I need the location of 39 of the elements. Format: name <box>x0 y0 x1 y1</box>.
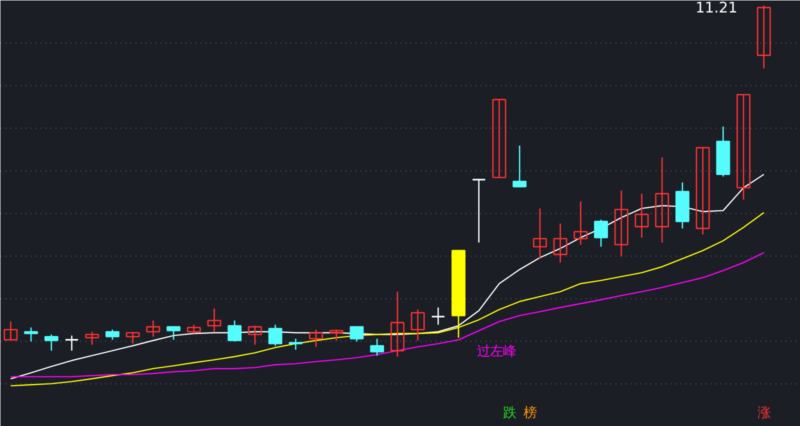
candlestick <box>166 326 180 340</box>
candlestick <box>410 308 425 342</box>
candlestick <box>370 338 384 356</box>
candlestick <box>350 326 364 342</box>
candlestick <box>553 222 568 264</box>
candlestick <box>614 190 628 258</box>
candlestick <box>655 156 670 244</box>
text: 涨 <box>757 406 770 421</box>
candlestick <box>106 328 120 340</box>
candlestick <box>309 328 323 348</box>
candlestick <box>126 332 140 344</box>
candlestick <box>248 325 262 346</box>
candlestick <box>4 320 18 342</box>
candlestick <box>431 306 446 326</box>
candlestick <box>492 98 506 178</box>
candlestick <box>634 193 649 238</box>
candlestick <box>329 328 344 342</box>
candlestick <box>64 334 79 352</box>
candlestick <box>207 308 222 332</box>
text: 跌 <box>502 406 516 421</box>
candlestick <box>696 147 710 236</box>
candlestick <box>756 4 771 69</box>
candlestick <box>146 320 160 338</box>
candlestick <box>594 219 608 248</box>
candlestick <box>390 291 404 358</box>
text: 榜 <box>523 406 536 421</box>
candlestick <box>574 200 588 246</box>
candlestick <box>228 320 242 342</box>
candlestick <box>85 331 100 346</box>
candlestick <box>268 324 282 346</box>
annotation: 11.21 <box>695 0 738 17</box>
candlestick <box>288 338 303 350</box>
candlestick <box>472 178 486 244</box>
candlestick <box>736 94 750 200</box>
candlestick <box>512 144 527 188</box>
candlestick <box>24 326 38 342</box>
candlestick <box>532 208 547 260</box>
annotation: 过左峰 <box>476 344 516 360</box>
candlestick <box>44 334 58 352</box>
